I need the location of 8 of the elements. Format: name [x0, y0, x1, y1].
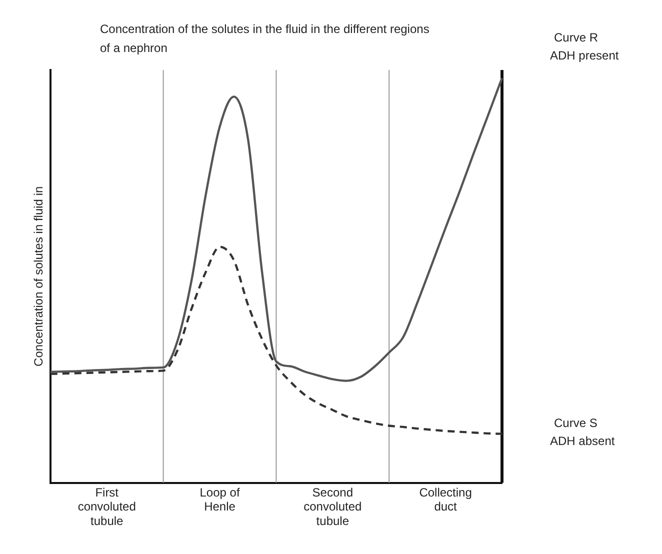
text: Curve R ADH present	[550, 30, 620, 62]
x-tick-label: Collecting duct	[419, 485, 472, 514]
x-tick-label: Second convoluted tubule	[304, 485, 362, 528]
text: Curve S ADH absent	[550, 416, 616, 448]
x-tick-label: First convoluted tubule	[78, 485, 136, 528]
x-tick-label: Loop of Henle	[200, 485, 240, 514]
y-axis-title: Concentration of solutes in fluid in	[32, 186, 46, 366]
chart-title: Concentration of the solutes in the fluid in the different regions of a nephron	[100, 21, 430, 57]
